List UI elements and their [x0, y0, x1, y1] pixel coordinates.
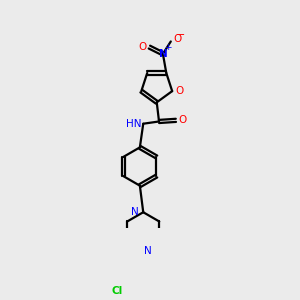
Text: O: O: [178, 115, 187, 125]
Text: O: O: [138, 42, 147, 52]
Text: N: N: [144, 246, 152, 256]
Text: HN: HN: [126, 119, 141, 129]
Text: Cl: Cl: [111, 286, 122, 296]
Text: N: N: [130, 207, 138, 217]
Text: +: +: [164, 43, 172, 52]
Text: N: N: [158, 49, 167, 59]
Text: O: O: [173, 34, 182, 44]
Text: −: −: [176, 30, 185, 40]
Text: O: O: [176, 86, 184, 96]
